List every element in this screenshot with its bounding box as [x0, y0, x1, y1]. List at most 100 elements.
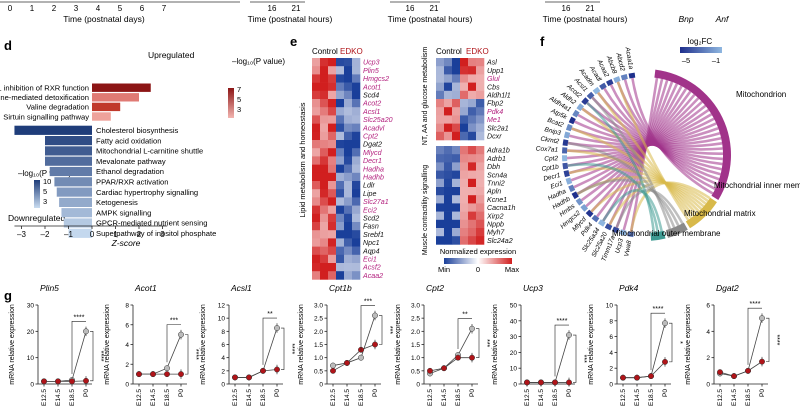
heatmap-cell — [436, 154, 445, 163]
g-series-line — [235, 369, 278, 378]
heatmap-cell — [312, 58, 321, 67]
g-y-tick-label: 0 — [706, 382, 710, 389]
heatmap-gene-label: Xirp2 — [486, 212, 504, 220]
heatmap-cell — [460, 154, 469, 163]
g-data-point — [164, 365, 170, 372]
g-y-tick-label: 6 — [609, 334, 613, 341]
g-x-tick-label: E18.5 — [164, 389, 171, 406]
heatmap-cell — [452, 66, 461, 75]
gene-arc — [576, 103, 585, 112]
heatmap-cell — [444, 146, 453, 155]
heatmap-gene-label: Aldh1l1 — [486, 92, 511, 100]
heatmap-gene-label: Scn4a — [487, 171, 507, 179]
gene-label: Vwa8 — [623, 240, 633, 258]
g-chart-acsl1: Acsl1 mRNA relative expression 0 2 4 6 8 10 12 E1… — [200, 283, 295, 406]
g-data-point — [55, 378, 61, 385]
heatmap-cell — [460, 162, 469, 171]
heatmap-cell — [460, 170, 469, 180]
g-data-point — [246, 374, 252, 381]
g-x-tick-label: E14.5 — [441, 389, 448, 406]
legend-up-colorbar — [228, 88, 234, 118]
heatmap-cell — [344, 246, 353, 256]
top-axis-label: Time (postnatal hours) — [388, 14, 473, 24]
heatmap-cell — [328, 263, 337, 272]
down-pathway-bar — [56, 187, 92, 197]
heatmap-cell — [436, 228, 445, 237]
heatmap-cell — [344, 181, 353, 190]
heatmap-cell — [452, 195, 461, 204]
g-y-tick-label: 0 — [319, 382, 323, 389]
down-pathway-bar — [63, 218, 92, 228]
g-y-tick-label: 0 — [30, 382, 34, 389]
g-data-point — [759, 358, 765, 365]
heatmap-cell — [344, 197, 353, 206]
heatmap-cell — [352, 213, 361, 223]
g-sig-label: **** — [288, 343, 295, 354]
heatmap-cell — [320, 90, 329, 100]
heatmap-cell — [328, 181, 337, 190]
heatmap-cell — [344, 271, 353, 280]
heatmap-cell — [344, 172, 353, 182]
heatmap-cell — [476, 211, 485, 221]
heatmap-gene-label: Kcne1 — [487, 196, 507, 204]
g-data-point — [566, 332, 572, 338]
g-sig-label: **** — [97, 351, 104, 362]
g-chart-title: Plin5 — [40, 283, 59, 293]
heatmap-gene-label: Eci1 — [363, 256, 377, 264]
heatmap-gene-label: Glul — [487, 75, 500, 83]
g-y-tick-label: 4 — [125, 342, 129, 349]
heatmap-cell — [452, 131, 461, 141]
heatmap-cell — [352, 246, 361, 256]
g-series-line — [44, 380, 87, 382]
g-data-point — [274, 325, 280, 331]
heatmap-cell — [336, 156, 345, 165]
mitochondrion-arc — [654, 69, 731, 200]
g-y-tick-label: 40 — [510, 318, 518, 325]
top-tick: 16 — [268, 4, 277, 13]
heatmap-gene-label: Decr1 — [363, 157, 382, 165]
heatmap-gene-label: Lipe — [363, 190, 376, 198]
heatmap-cell — [352, 115, 361, 124]
heatmap-cell — [436, 236, 445, 245]
g-chart-cpt1b: Cpt1b mRNA relative expression 0 0.5 1.0 1.5 2… — [298, 283, 393, 406]
gene-arc — [572, 109, 580, 118]
heatmap-cell — [344, 156, 353, 165]
heatmap-cell — [336, 246, 345, 256]
g-data-point — [83, 328, 89, 335]
heatmap-cell — [344, 115, 353, 124]
chord-ribbon — [567, 163, 660, 233]
gene-arc — [562, 162, 569, 170]
outer-membrane-arc — [650, 230, 666, 241]
heatmap-cell — [436, 203, 445, 212]
heatmap-cell — [344, 74, 353, 83]
heatmap-cell — [344, 123, 353, 133]
e-edko-label-right: EDKO — [466, 47, 489, 56]
g-y-tick-label: 2.5 — [314, 316, 323, 323]
g-y-tick-label: 30 — [27, 303, 35, 310]
gene-label: Abcd2 — [614, 51, 626, 72]
heatmap-gene-label: Slc25a20 — [363, 116, 393, 124]
down-pathway-label: PPAR/RXR activation — [96, 178, 168, 187]
heatmap-cell — [444, 211, 453, 221]
heatmap-gene-label: Upp1 — [487, 67, 504, 75]
g-y-tick-label: 10 — [218, 316, 226, 323]
heatmap-gene-label: Acaa2 — [362, 272, 383, 280]
gene-arc — [563, 170, 570, 178]
heatmap-gene-label: Hadhb — [363, 174, 384, 182]
heatmap-cell — [336, 99, 345, 108]
heatmap-cell — [452, 162, 461, 171]
heatmap-cell — [328, 131, 337, 141]
heatmap-cell — [336, 222, 345, 231]
g-sig-label: ** — [462, 312, 468, 319]
heatmap-cell — [468, 154, 477, 163]
panel-f: f log₂FC –5 –1 Vwa8Ucp3Timm17aSlc25a20Sl… — [536, 34, 800, 263]
heatmap-cell — [312, 115, 321, 124]
heatmap-gene-label: Cacna1h — [487, 204, 515, 212]
heatmap-gene-label: Asl — [486, 59, 497, 67]
heatmap-cell — [444, 90, 453, 100]
heatmap-cell — [336, 164, 345, 174]
up-pathway-label: LPS/IL-1 inhibition of RXR function — [0, 84, 89, 93]
heatmap-cell — [468, 162, 477, 171]
heatmap-cell — [444, 66, 453, 75]
